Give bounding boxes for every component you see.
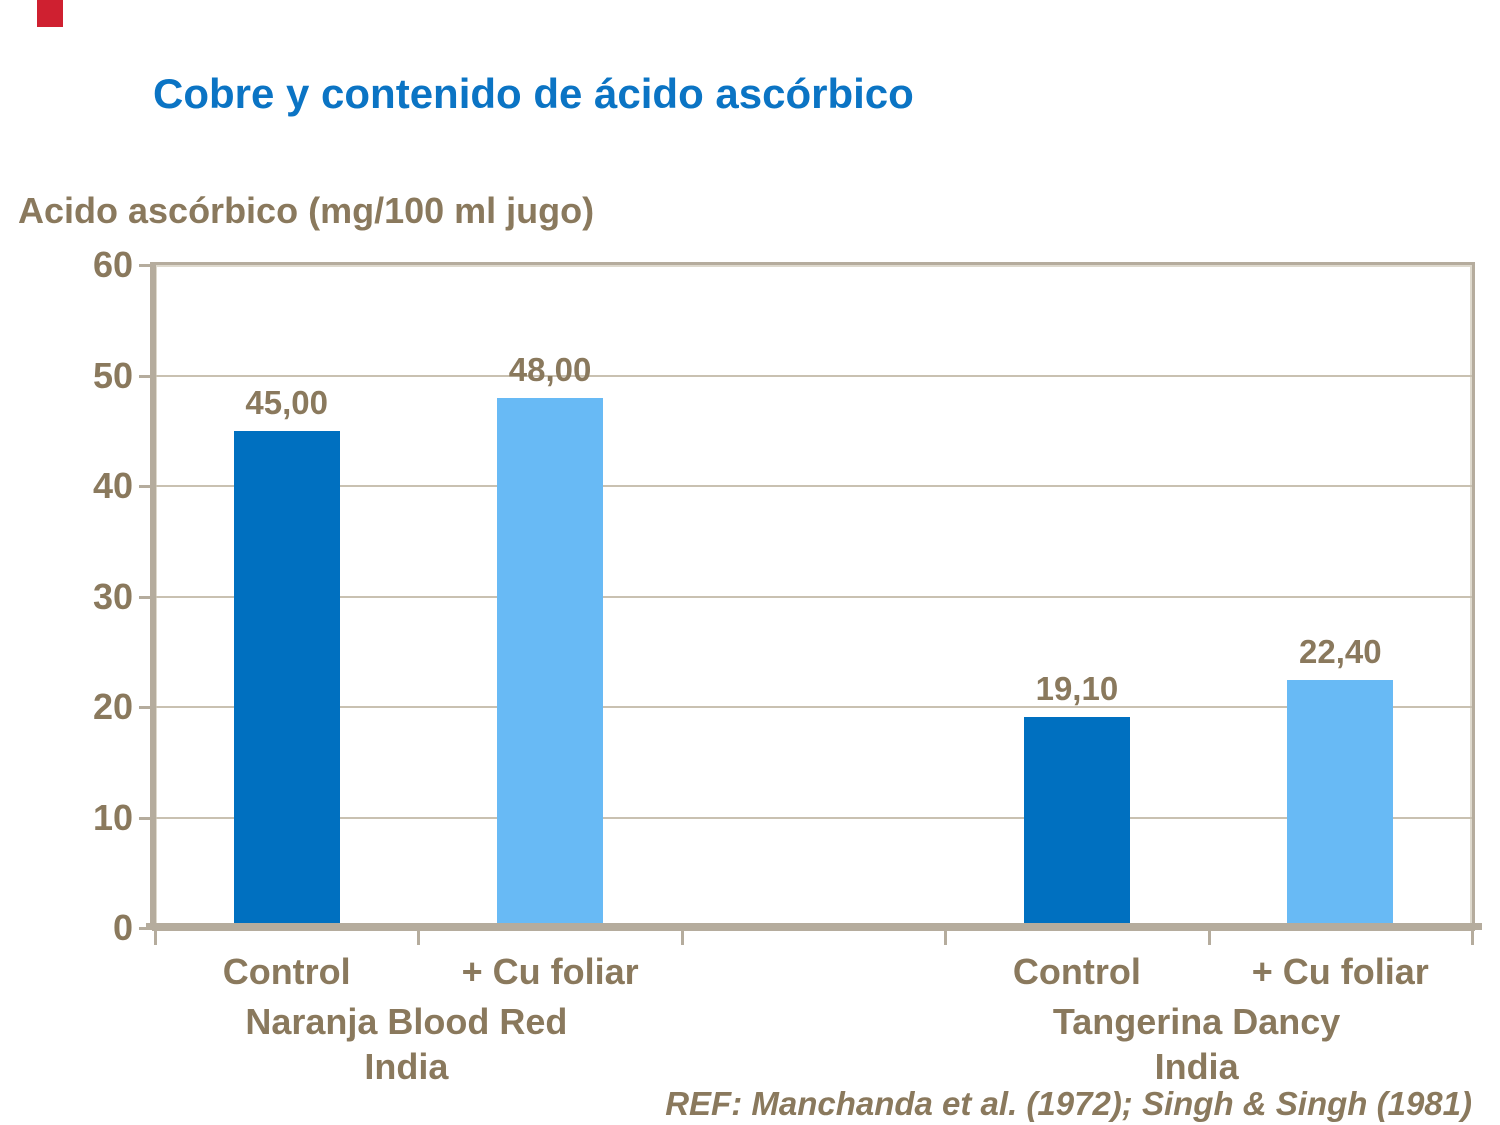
y-tick-mark-60 xyxy=(139,264,152,267)
gridline-50 xyxy=(155,374,1472,377)
bar-value-label: 45,00 xyxy=(245,383,328,421)
y-tick-label-50: 50 xyxy=(92,354,133,396)
y-tick-mark-0 xyxy=(139,927,152,930)
y-tick-label-30: 30 xyxy=(92,575,133,617)
x-category-label: + Cu foliar xyxy=(461,951,639,992)
plot-area xyxy=(152,262,1475,931)
reference-citation: REF: Manchanda et al. (1972); Singh & Si… xyxy=(665,1085,1472,1122)
bar-value-label: 22,40 xyxy=(1299,633,1382,671)
x-tick-mark-2 xyxy=(680,931,684,945)
bar--cu-foliar xyxy=(497,397,604,928)
x-tick-mark-1 xyxy=(417,931,421,945)
y-tick-label-20: 20 xyxy=(92,686,133,727)
gridline-40 xyxy=(155,485,1472,487)
bar-value-label: 48,00 xyxy=(508,350,592,388)
bar--cu-foliar xyxy=(1287,680,1394,928)
group-label-line: Tangerina Dancy xyxy=(1052,1001,1341,1042)
x-category-label: Control xyxy=(222,951,351,992)
group-label-line: India xyxy=(1154,1046,1239,1087)
chart-title: Cobre y contenido de ácido ascórbico xyxy=(153,70,914,117)
gridline-20 xyxy=(155,706,1472,708)
y-tick-label-0: 0 xyxy=(112,907,133,948)
y-axis-line xyxy=(150,262,156,930)
x-tick-mark-5 xyxy=(1471,931,1474,945)
bar-control xyxy=(233,430,340,928)
y-tick-label-10: 10 xyxy=(92,796,133,838)
gridline-30 xyxy=(155,595,1472,598)
y-axis-title: Acido ascórbico (mg/100 ml jugo) xyxy=(18,190,595,231)
gridline-10 xyxy=(155,816,1472,819)
x-category-label: + Cu foliar xyxy=(1251,951,1429,992)
group-label-line: India xyxy=(364,1046,449,1087)
y-tick-label-40: 40 xyxy=(92,465,133,506)
y-tick-mark-30 xyxy=(139,595,152,599)
x-tick-mark-4 xyxy=(1207,931,1211,945)
x-tick-mark-0 xyxy=(154,931,157,945)
red-accent-shape xyxy=(37,0,63,27)
x-category-label: Control xyxy=(1012,951,1141,992)
y-tick-mark-10 xyxy=(139,816,152,820)
y-tick-label-60: 60 xyxy=(92,244,133,285)
bar-value-label: 19,10 xyxy=(1035,669,1119,707)
bar-control xyxy=(1023,716,1130,928)
x-axis-line xyxy=(146,923,1482,930)
y-tick-mark-50 xyxy=(139,374,152,378)
y-tick-mark-20 xyxy=(139,706,152,709)
y-tick-mark-40 xyxy=(139,485,152,488)
x-tick-mark-3 xyxy=(944,931,948,945)
group-label-line: Naranja Blood Red xyxy=(245,1001,568,1042)
